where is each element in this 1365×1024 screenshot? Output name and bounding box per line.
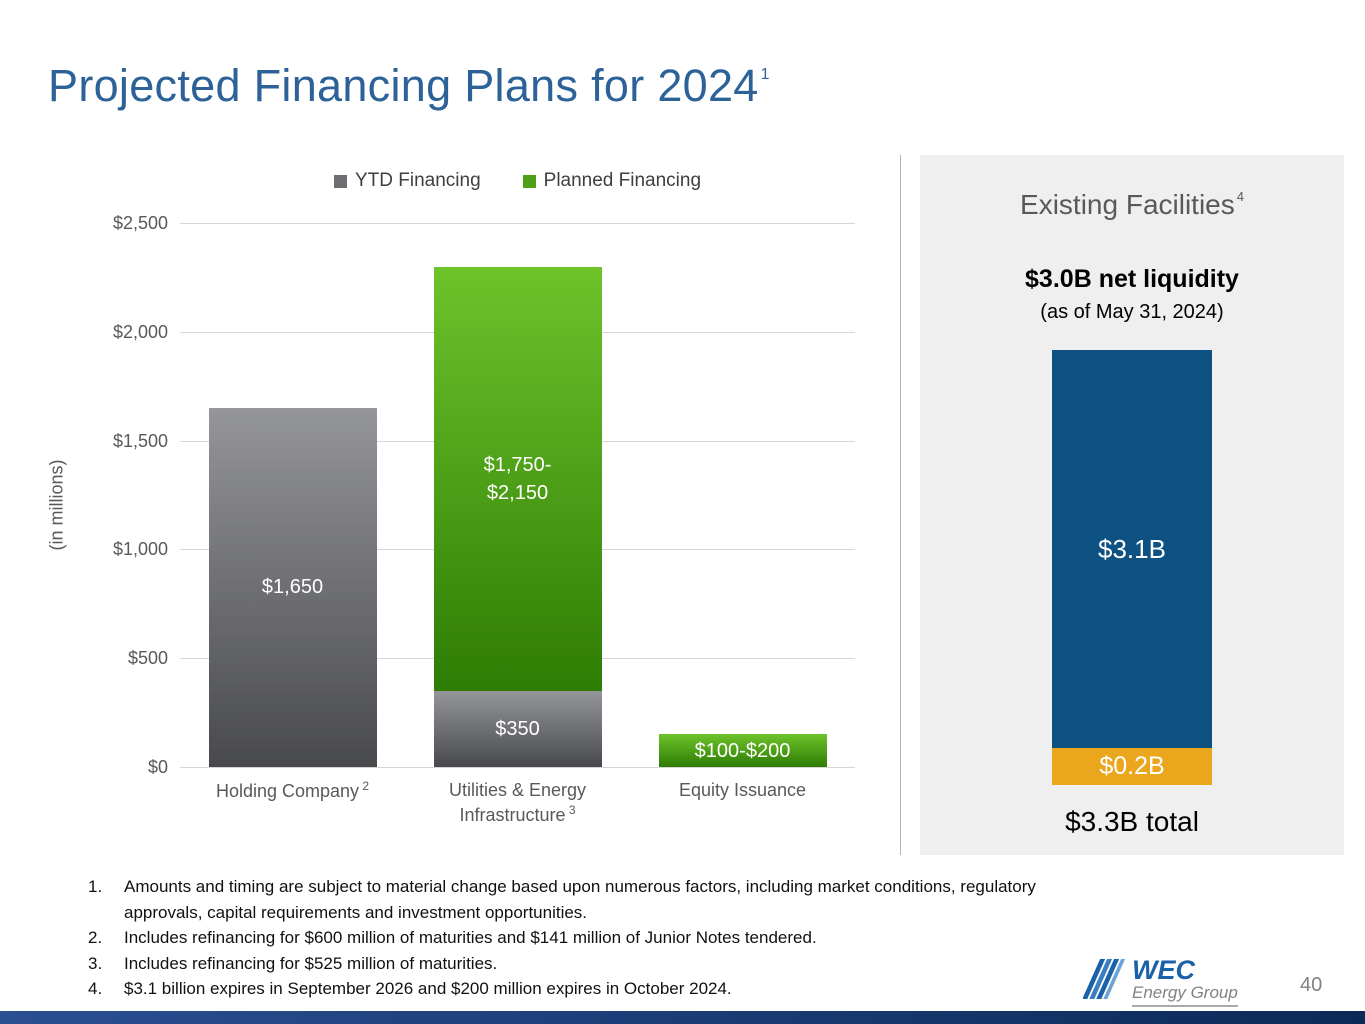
legend-item: Planned Financing <box>522 170 702 192</box>
liquidity-bar-label-commercial: $0.2B <box>1099 752 1165 780</box>
chart-legend: YTD Financing Planned Financing <box>180 170 855 192</box>
footnote-text: $3.1 billion expires in September 2026 a… <box>124 979 732 998</box>
footnotes-list: 1. Amounts and timing are subject to mate… <box>88 874 1078 1002</box>
page-number: 40 <box>1300 974 1323 996</box>
y-axis-tick-label: $500 <box>127 648 168 669</box>
footer-accent-bar <box>0 1011 1365 1024</box>
y-axis-tick-label: $1,000 <box>112 539 168 560</box>
bar-segment-ytd: $350 <box>433 690 602 767</box>
page-title-text: Projected Financing Plans for 2024 <box>48 60 759 111</box>
company-logo: WEC Energy Group <box>1082 955 1238 1008</box>
liquidity-bar-segment-credit: $3.1B <box>1052 350 1212 748</box>
panel-title-superscript: 4 <box>1236 189 1244 204</box>
liquidity-bar-label-credit: $3.1B <box>1098 533 1166 564</box>
net-liquidity-date: (as of May 31, 2024) <box>1040 301 1224 323</box>
legend-label: YTD Financing <box>354 170 481 191</box>
bar-value-label: $100-$200 <box>694 739 791 762</box>
liquidity-bar-segment-commercial: $0.2B <box>1052 748 1212 785</box>
net-liquidity-headline: $3.0B net liquidity <box>1025 265 1239 293</box>
footnote-text: Includes refinancing for $525 million of… <box>124 953 498 973</box>
wec-logo-icon <box>1082 957 1126 1006</box>
panel-title-text: Existing Facilities <box>1020 189 1235 220</box>
page-title: Projected Financing Plans for 2024 1 <box>48 60 770 112</box>
liquidity-total-label: $3.3B total <box>1065 806 1199 837</box>
footnote-text: Amounts and timing are subject to materi… <box>124 877 1036 922</box>
legend-swatch <box>522 174 536 188</box>
logo-text: WEC Energy Group <box>1132 955 1238 1008</box>
existing-facilities-panel: Existing Facilities 4 $3.0B net liquidity… <box>920 155 1344 855</box>
bar-value-label: $1,650 <box>261 576 324 599</box>
logo-brand: WEC <box>1132 955 1195 985</box>
x-axis-category-label: Holding Company 2 <box>215 779 370 801</box>
gridline <box>180 223 855 224</box>
bar-segment-planned: $100-$200 <box>658 734 827 767</box>
footnote-number: 1. <box>88 877 103 896</box>
y-axis-tick-label: $2,000 <box>112 321 168 342</box>
footnote-item: 4. $3.1 billion expires in September 2026… <box>88 976 1078 1002</box>
y-axis-tick-label: $0 <box>147 757 168 777</box>
footnote-number: 4. <box>88 979 103 998</box>
category-superscript: 3 <box>565 803 576 818</box>
x-axis-category-label: Utilities & Energy Infrastructure 3 <box>448 780 587 826</box>
y-axis-tick-label: $2,500 <box>112 213 168 233</box>
footnote-text: Includes refinancing for $600 million of… <box>124 928 817 947</box>
panel-title: Existing Facilities 4 <box>920 189 1344 221</box>
legend-label: Planned Financing <box>543 170 702 191</box>
legend-item: YTD Financing <box>333 170 481 192</box>
y-axis-tick-label: $1,500 <box>112 430 168 451</box>
x-axis-category-label: Equity Issuance <box>678 780 807 800</box>
bar-segment-ytd: $1,650 <box>208 407 377 767</box>
footnote-item: 1. Amounts and timing are subject to mate… <box>88 874 1078 925</box>
footnote-item: 2. Includes refinancing for $600 million … <box>88 925 1078 951</box>
gridline <box>180 767 855 768</box>
liquidity-bar: $3.1B $0.2B <box>1052 350 1212 785</box>
footnote-number: 2. <box>88 928 103 947</box>
bar-value-label: $350 <box>495 717 540 740</box>
footnote-item: 3. Includes refinancing for $525 million … <box>88 951 1078 977</box>
footnote-number: 3. <box>88 953 103 973</box>
bar-value-label: $1,750- $2,150 <box>483 453 552 504</box>
plot-area: $1,650 $350 $1,750- $2,150 $100-$200 <box>180 223 855 768</box>
bar-segment-planned: $1,750- $2,150 <box>433 266 602 691</box>
y-axis-title: (in millions) <box>46 459 67 551</box>
vertical-divider <box>900 155 901 855</box>
category-superscript: 2 <box>359 779 370 793</box>
legend-swatch <box>333 174 347 188</box>
logo-subbrand: Energy Group <box>1132 983 1238 1003</box>
page-title-superscript: 1 <box>760 66 770 83</box>
